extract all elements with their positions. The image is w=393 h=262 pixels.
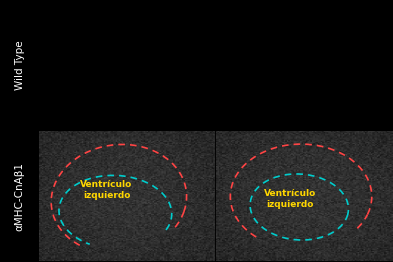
Text: Wild Type: Wild Type [15, 41, 25, 90]
Text: Ventrículo
izquierdo: Ventrículo izquierdo [81, 180, 132, 200]
Text: αMHC-CnAβ1: αMHC-CnAβ1 [15, 162, 25, 231]
Text: Ventrículo
izquierdo: Ventrículo izquierdo [264, 189, 316, 209]
